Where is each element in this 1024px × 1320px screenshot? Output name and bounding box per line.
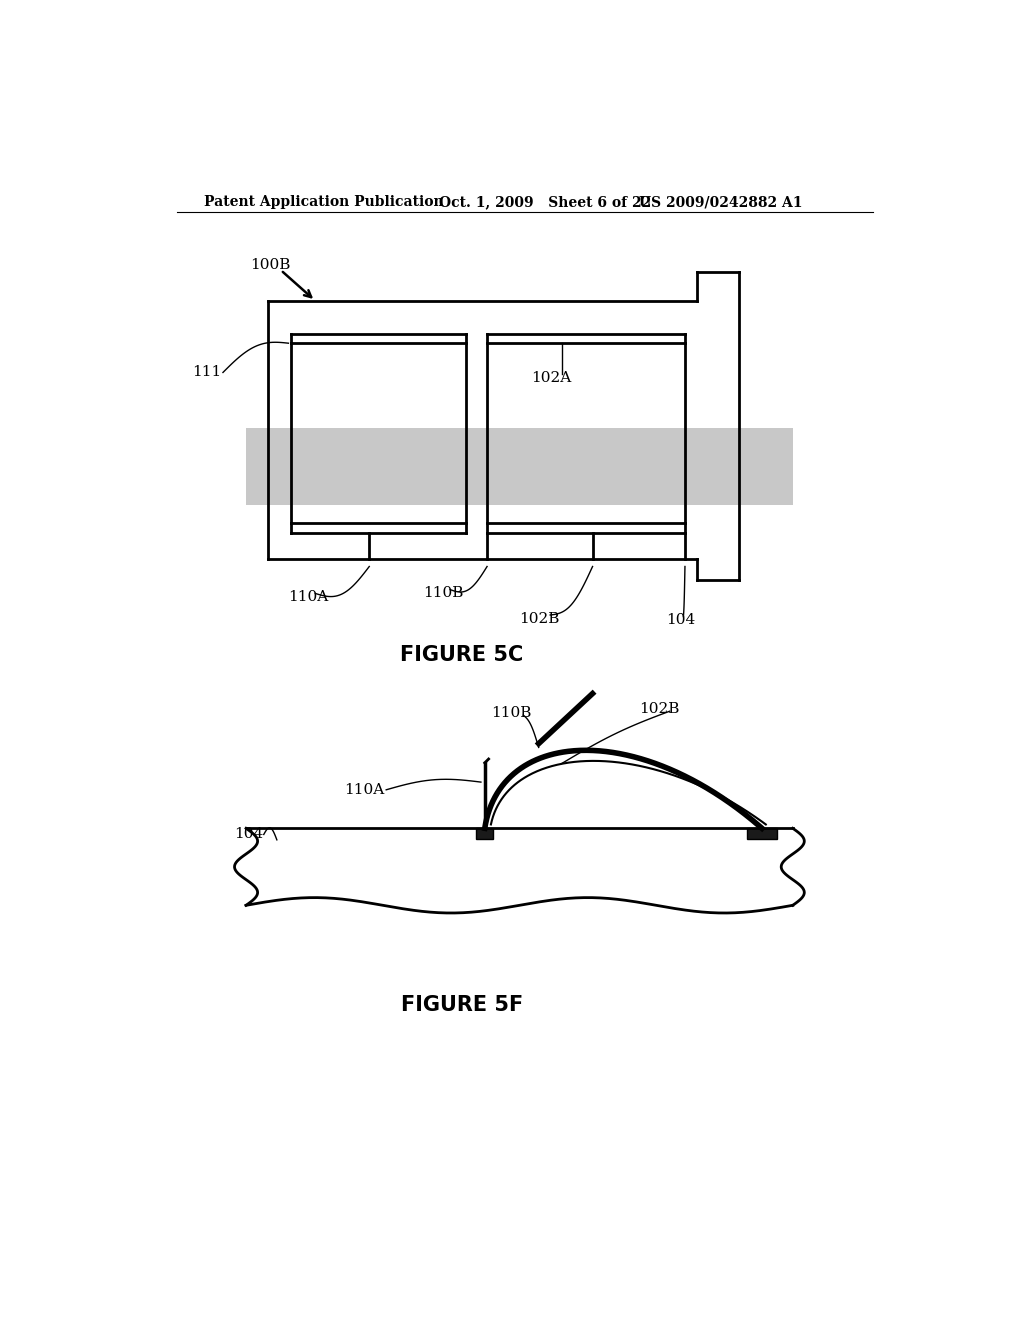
Bar [748, 829, 776, 840]
Text: 104: 104 [233, 828, 263, 841]
Text: 102B: 102B [639, 702, 679, 715]
Text: 110A: 110A [289, 590, 329, 605]
Text: 110A: 110A [344, 783, 385, 797]
Text: US 2009/0242882 A1: US 2009/0242882 A1 [639, 195, 802, 210]
Text: 111: 111 [193, 366, 221, 379]
Text: 102B: 102B [519, 612, 560, 626]
Text: 100B: 100B [250, 257, 290, 272]
Text: 110B: 110B [423, 586, 464, 601]
Text: Oct. 1, 2009   Sheet 6 of 22: Oct. 1, 2009 Sheet 6 of 22 [438, 195, 651, 210]
Text: Patent Application Publication: Patent Application Publication [204, 195, 443, 210]
Text: 104: 104 [666, 614, 695, 627]
Text: 102A: 102A [531, 371, 571, 385]
Text: FIGURE 5C: FIGURE 5C [400, 645, 523, 665]
Bar [476, 829, 494, 840]
Polygon shape [246, 428, 793, 506]
Text: 110B: 110B [490, 706, 531, 719]
Text: FIGURE 5F: FIGURE 5F [400, 995, 523, 1015]
